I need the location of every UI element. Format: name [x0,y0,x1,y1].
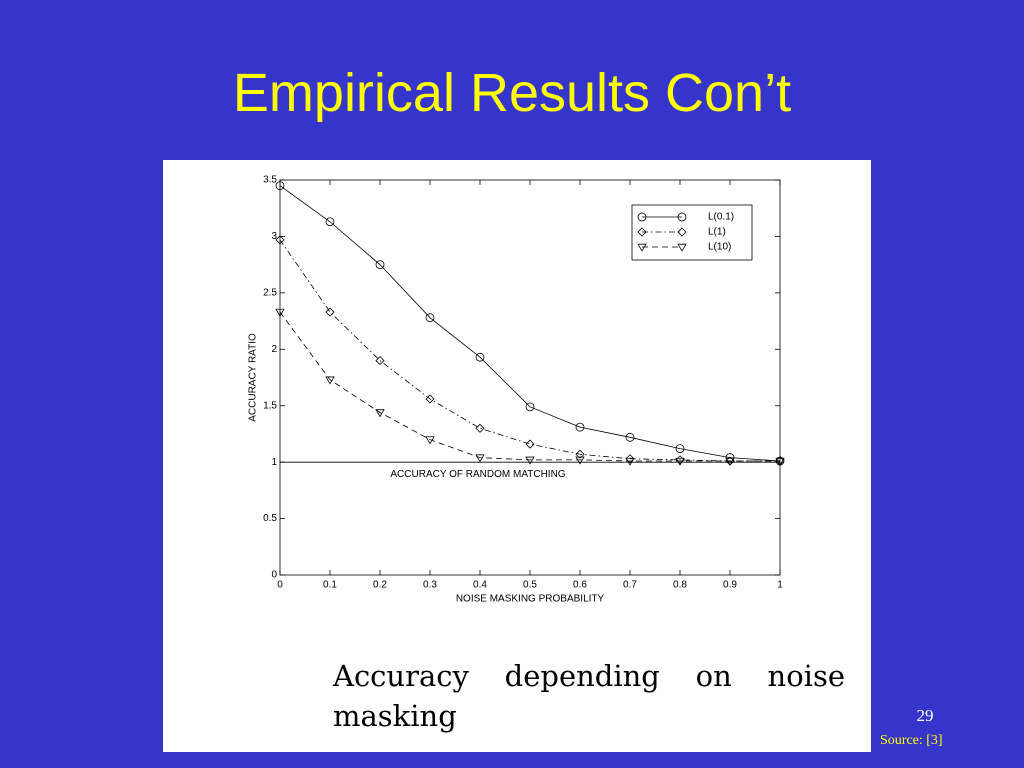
legend-label: L(10) [708,242,731,253]
legend-label: L(0.1) [708,212,734,223]
y-tick-label: 3 [271,231,277,242]
legend-marker [637,243,647,252]
figure-caption: Accuracy depending on noise masking [333,659,845,733]
y-tick-label: 2 [271,344,277,355]
data-point [325,376,335,385]
data-point [775,457,785,466]
series-line [279,311,780,462]
y-tick-label: 0 [271,570,277,581]
data-point [325,217,335,227]
source-note: Source: [3] [880,733,943,748]
data-point [425,436,435,445]
data-point [375,260,385,270]
data-point [275,181,285,191]
x-tick-label: 0.1 [323,580,337,591]
x-tick-label: 0.9 [723,580,737,591]
series-line [279,239,780,462]
data-point [475,352,485,362]
data-point [525,402,535,412]
x-tick-label: 0 [277,580,283,591]
data-point [275,235,285,245]
x-tick-label: 0.2 [373,580,387,591]
data-point [525,439,535,449]
x-tick-label: 0.6 [573,580,587,591]
legend-marker [637,227,647,237]
legend-marker [677,212,687,222]
data-point [425,313,435,323]
data-point [575,449,585,459]
page-number: 29 [916,706,934,725]
data-point [575,456,585,465]
data-point [725,453,735,463]
data-point [575,422,585,432]
x-tick-label: 0.3 [423,580,437,591]
data-point [675,444,685,454]
data-point [425,394,435,404]
series-line [279,185,781,462]
legend-marker [677,227,687,237]
legend-marker [677,243,687,252]
x-axis-label: NOISE MASKING PROBABILITY [456,594,605,605]
y-tick-label: 3.5 [263,175,277,186]
annotation: ACCURACY OF RANDOM MATCHING [390,469,565,480]
legend-box [631,204,753,261]
data-point [325,307,335,317]
x-tick-label: 0.8 [673,580,687,591]
data-point [625,457,635,466]
data-point [275,308,285,317]
data-point [725,457,735,466]
y-axis-label: ACCURACY RATIO [248,333,259,422]
x-tick-label: 1 [777,580,783,591]
x-tick-label: 0.4 [473,580,487,591]
data-point [475,454,485,463]
x-tick-label: 0.5 [523,580,537,591]
y-tick-label: 1.5 [263,400,277,411]
data-point [625,454,635,464]
x-tick-label: 0.7 [623,580,637,591]
legend-label: L(1) [708,227,726,238]
figure-panel [163,160,871,752]
y-tick-label: 0.5 [263,513,277,524]
y-tick-label: 1 [271,457,277,468]
data-point [375,409,385,418]
data-point [375,356,385,366]
data-point [475,423,485,433]
slide-title: Empirical Results Con’t [232,63,792,123]
legend-marker [637,212,647,222]
data-point [675,457,685,466]
data-point [525,456,535,465]
data-point [625,432,635,442]
y-tick-label: 2.5 [263,287,277,298]
